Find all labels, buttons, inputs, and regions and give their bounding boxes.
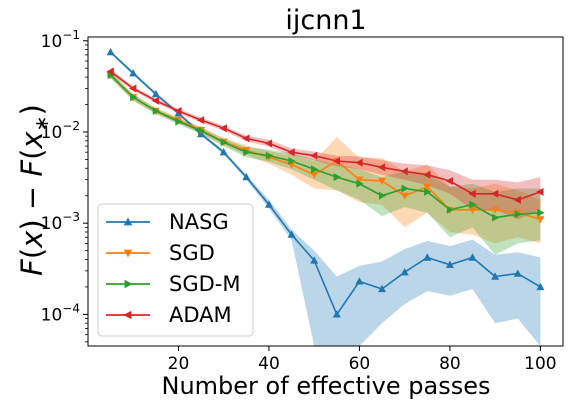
adam-data-point bbox=[400, 167, 408, 176]
legend-label-adam: ADAM bbox=[169, 303, 232, 327]
sgd-m-data-point bbox=[446, 205, 455, 214]
nasg-data-point bbox=[332, 310, 341, 318]
sgd-m-data-point bbox=[378, 191, 387, 200]
sgd-data-point bbox=[536, 216, 545, 224]
sgd-m-data-point bbox=[514, 210, 522, 219]
sgd-m-confidence-band bbox=[110, 72, 541, 255]
adam-data-point bbox=[129, 84, 137, 93]
adam-data-point bbox=[536, 188, 544, 196]
x-tick-label: 40 bbox=[258, 354, 280, 374]
legend-box bbox=[97, 203, 254, 337]
sgd-m-data-point bbox=[492, 213, 500, 222]
nasg-data-point bbox=[310, 256, 319, 264]
nasg-data-point bbox=[400, 268, 409, 276]
sgd-m-series-line bbox=[110, 74, 541, 219]
sgd-m-data-point bbox=[424, 188, 432, 196]
adam-data-point bbox=[242, 134, 250, 143]
nasg-data-point bbox=[445, 260, 454, 268]
nasg-data-point bbox=[355, 277, 364, 285]
adam-data-point bbox=[490, 189, 499, 198]
adam-data-point bbox=[445, 177, 454, 185]
y-tick-label: 10−3 bbox=[41, 210, 80, 234]
legend-marker-sgd-m bbox=[124, 279, 133, 289]
sgd-m-data-point bbox=[288, 157, 296, 165]
y-axis-label: F(x) − F(x∗) bbox=[15, 104, 53, 276]
adam-data-point bbox=[423, 170, 431, 179]
legend-marker-nasg bbox=[123, 217, 133, 226]
adam-data-point bbox=[174, 107, 182, 115]
adam-data-point bbox=[151, 96, 159, 105]
sgd-m-data-point bbox=[107, 71, 115, 80]
y-tick-label: 10−2 bbox=[41, 119, 80, 143]
adam-data-point bbox=[264, 139, 273, 148]
nasg-data-point bbox=[151, 89, 160, 98]
sgd-m-data-point bbox=[333, 173, 341, 182]
sgd-m-data-point bbox=[537, 208, 545, 217]
sgd-m-data-point bbox=[175, 117, 183, 126]
x-axis-ticks: 20 40 60 80 100 bbox=[168, 346, 557, 374]
adam-data-point bbox=[106, 67, 114, 76]
y-tick-label: 10−4 bbox=[41, 301, 80, 325]
legend-label-sgd: SGD bbox=[169, 241, 215, 265]
sgd-m-data-point bbox=[311, 165, 319, 174]
sgd-m-data-point bbox=[220, 138, 228, 147]
sgd-m-data-point bbox=[265, 151, 274, 160]
adam-data-point bbox=[287, 148, 295, 157]
nasg-data-point bbox=[468, 253, 477, 261]
y-tick-label: 10−1 bbox=[41, 28, 80, 52]
sgd-data-point bbox=[423, 183, 432, 192]
x-tick-label: 60 bbox=[349, 354, 371, 374]
adam-data-point bbox=[196, 116, 205, 125]
nasg-data-point bbox=[219, 148, 228, 156]
nasg-data-point bbox=[129, 69, 138, 77]
sgd-m-data-point bbox=[197, 126, 206, 135]
nasg-data-point bbox=[287, 230, 296, 238]
x-tick-label: 80 bbox=[439, 354, 461, 374]
x-tick-label: 100 bbox=[524, 354, 556, 374]
nasg-data-point bbox=[491, 272, 500, 280]
legend-marker-adam bbox=[123, 310, 132, 320]
adam-series-line bbox=[110, 70, 541, 201]
nasg-data-point bbox=[242, 172, 251, 181]
sgd-m-data-point bbox=[401, 184, 409, 193]
adam-data-point bbox=[310, 151, 318, 160]
nasg-data-point bbox=[536, 282, 545, 291]
sgd-data-point bbox=[491, 206, 500, 214]
nasg-data-point bbox=[423, 253, 432, 261]
sgd-data-point bbox=[400, 192, 409, 200]
legend-label-nasg: NASG bbox=[169, 210, 229, 234]
adam-confidence-band bbox=[110, 69, 541, 220]
sgd-data-point bbox=[378, 177, 386, 186]
adam-data-point bbox=[468, 189, 476, 198]
nasg-data-point bbox=[378, 284, 386, 293]
nasg-confidence-band bbox=[110, 50, 541, 346]
sgd-data-point bbox=[310, 171, 319, 179]
adam-data-point bbox=[355, 158, 363, 167]
nasg-data-point bbox=[106, 48, 115, 56]
sgd-m-data-point bbox=[356, 179, 364, 188]
nasg-data-point bbox=[265, 200, 273, 208]
sgd-data-point bbox=[355, 176, 364, 184]
legend-label-sgd-m: SGD-M bbox=[169, 272, 240, 296]
sgd-m-data-point bbox=[469, 200, 477, 209]
adam-data-point bbox=[377, 163, 386, 172]
adam-data-point bbox=[219, 124, 227, 133]
adam-data-point bbox=[332, 157, 340, 165]
legend-marker-sgd bbox=[123, 249, 133, 258]
nasg-series-line bbox=[110, 51, 541, 317]
legend: NASG SGD SGD-M ADAM bbox=[97, 203, 254, 337]
series-markers bbox=[106, 48, 545, 318]
y-axis-ticks: 10−4 10−3 10−2 10−1 bbox=[41, 28, 88, 343]
x-tick-label: 20 bbox=[168, 354, 190, 374]
sgd-m-data-point bbox=[152, 107, 161, 115]
adam-data-point bbox=[513, 195, 521, 204]
x-axis-label: Number of effective passes bbox=[162, 372, 491, 400]
sgd-m-data-point bbox=[130, 93, 138, 102]
sgd-data-point bbox=[468, 206, 477, 214]
nasg-data-point bbox=[513, 269, 522, 277]
sgd-m-data-point bbox=[243, 148, 251, 157]
plot-area-frame bbox=[87, 36, 564, 347]
chart-title: ijcnn1 bbox=[285, 5, 366, 36]
